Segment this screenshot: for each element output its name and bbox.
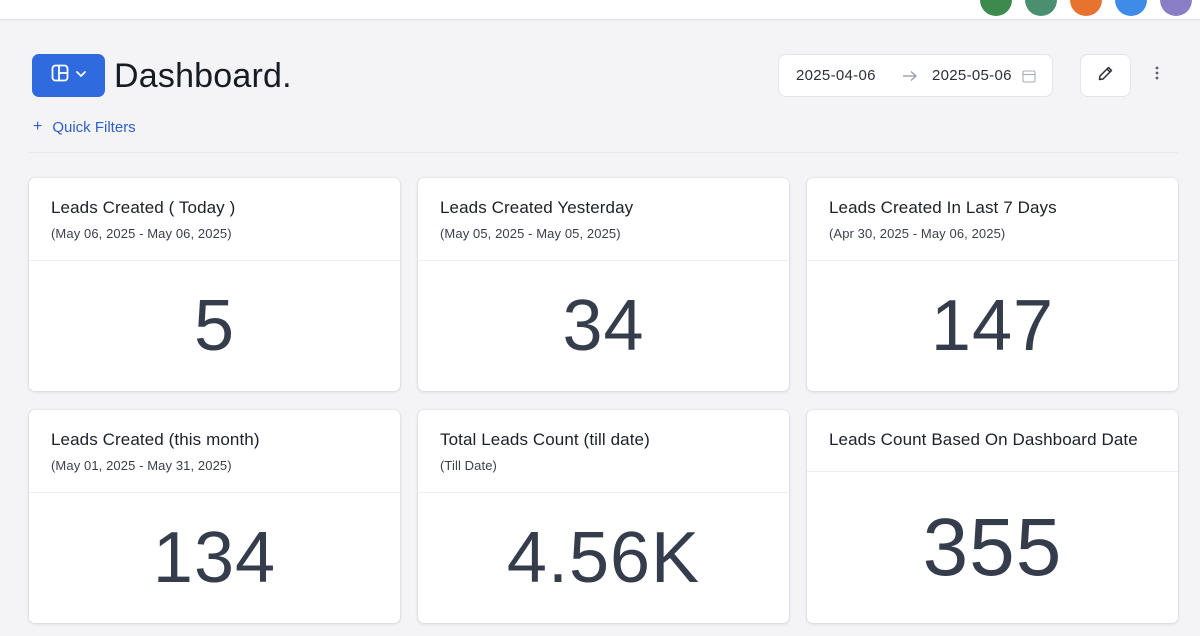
avatar[interactable] xyxy=(1025,0,1057,16)
card-header: Total Leads Count (till date) (Till Date… xyxy=(418,410,789,493)
calendar-icon[interactable] xyxy=(1022,69,1036,83)
stat-card-leads-this-month[interactable]: Leads Created (this month) (May 01, 2025… xyxy=(29,410,400,623)
card-subtitle: (May 05, 2025 - May 05, 2025) xyxy=(440,226,621,241)
layout-switcher-button[interactable] xyxy=(32,54,105,97)
card-title: Leads Created ( Today ) xyxy=(51,198,236,217)
card-subtitle: (May 06, 2025 - May 06, 2025) xyxy=(51,226,232,241)
stat-card-leads-last-7-days[interactable]: Leads Created In Last 7 Days (Apr 30, 20… xyxy=(807,178,1178,391)
stat-card-leads-yesterday[interactable]: Leads Created Yesterday (May 05, 2025 - … xyxy=(418,178,789,391)
card-value: 147 xyxy=(930,286,1055,366)
card-subtitle: (Till Date) xyxy=(440,458,497,473)
card-subtitle: (Apr 30, 2025 - May 06, 2025) xyxy=(829,226,1006,241)
top-bar xyxy=(0,0,1200,20)
card-header: Leads Created In Last 7 Days (Apr 30, 20… xyxy=(807,178,1178,261)
stat-card-total-leads[interactable]: Total Leads Count (till date) (Till Date… xyxy=(418,410,789,623)
card-title: Leads Created In Last 7 Days xyxy=(829,198,1057,217)
quick-filters-button[interactable]: + Quick Filters xyxy=(33,117,136,137)
card-subtitle: (May 01, 2025 - May 31, 2025) xyxy=(51,458,232,473)
card-value: 355 xyxy=(922,501,1063,593)
chevron-down-icon xyxy=(75,67,87,85)
date-start[interactable]: 2025-04-06 xyxy=(796,67,876,84)
card-value: 134 xyxy=(152,518,277,598)
card-header: Leads Created Yesterday (May 05, 2025 - … xyxy=(418,178,789,261)
card-title: Leads Created (this month) xyxy=(51,430,260,449)
card-value: 5 xyxy=(193,286,236,366)
divider xyxy=(28,152,1178,153)
card-header: Leads Created ( Today ) (May 06, 2025 - … xyxy=(29,178,400,261)
avatar[interactable] xyxy=(1070,0,1102,16)
layout-grid-icon xyxy=(51,64,69,87)
date-end[interactable]: 2025-05-06 xyxy=(932,67,1012,84)
pencil-icon xyxy=(1097,65,1114,87)
avatar[interactable] xyxy=(1160,0,1192,16)
card-header: Leads Created (this month) (May 01, 2025… xyxy=(29,410,400,493)
card-value: 34 xyxy=(562,286,645,366)
card-title: Leads Count Based On Dashboard Date xyxy=(829,430,1138,449)
quick-filters-label: Quick Filters xyxy=(52,118,136,136)
stat-card-leads-today[interactable]: Leads Created ( Today ) (May 06, 2025 - … xyxy=(29,178,400,391)
card-title: Leads Created Yesterday xyxy=(440,198,634,217)
card-value: 4.56K xyxy=(506,518,701,598)
page-title: Dashboard. xyxy=(114,57,292,95)
avatar[interactable] xyxy=(980,0,1012,16)
date-range-picker[interactable]: 2025-04-06 2025-05-06 xyxy=(778,54,1053,97)
edit-button[interactable] xyxy=(1080,54,1131,97)
card-title: Total Leads Count (till date) xyxy=(440,430,650,449)
stat-card-leads-dashboard-date[interactable]: Leads Count Based On Dashboard Date 355 xyxy=(807,410,1178,623)
plus-icon: + xyxy=(33,118,43,135)
avatar[interactable] xyxy=(1115,0,1147,16)
card-header: Leads Count Based On Dashboard Date xyxy=(807,410,1178,472)
arrow-right-icon xyxy=(888,70,932,82)
more-vertical-icon xyxy=(1155,65,1159,86)
more-options-button[interactable] xyxy=(1147,62,1167,88)
